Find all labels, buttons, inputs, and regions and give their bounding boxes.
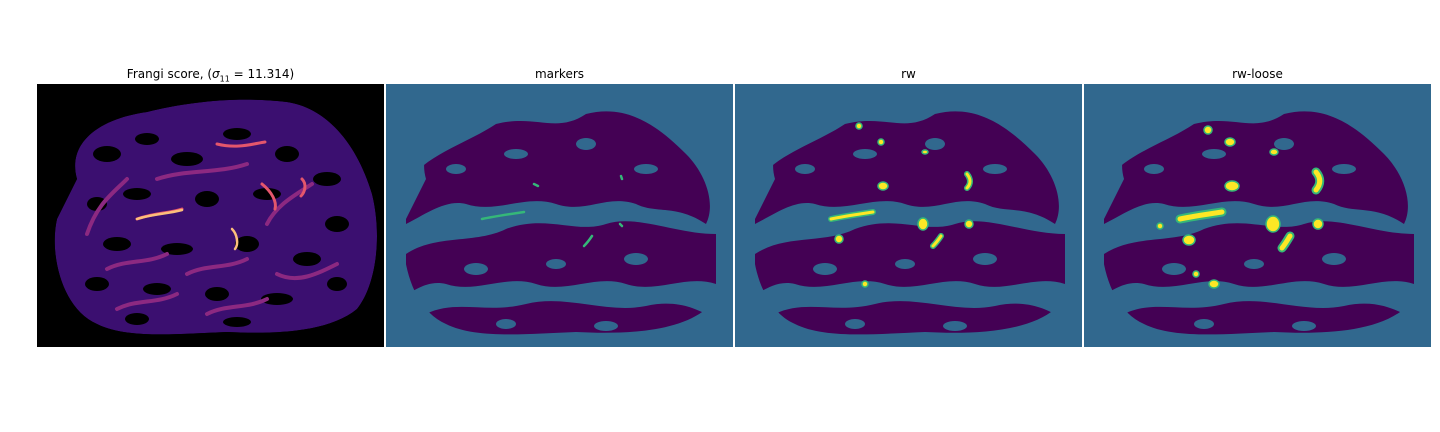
rw-canvas [735,84,1082,347]
rw-loose-image [1084,84,1431,347]
markers-image [386,84,733,347]
tissue-label-regions [755,111,1065,335]
vessel-segments [828,122,974,288]
rw-loose-canvas [1084,84,1431,347]
frangi-texture [54,99,377,335]
tissue-label-regions [1104,111,1414,335]
markers-canvas [386,84,733,347]
frangi-score-canvas [37,84,384,347]
vessel-markers [480,174,624,248]
rw-image [735,84,1082,347]
rw-loose-title: rw-loose [1232,67,1283,81]
frangi-score-title: Frangi score, (σ11 = 11.314) [126,67,295,84]
frangi-score-image [37,84,384,347]
rw-title: rw [901,67,916,81]
markers-title: markers [534,67,585,81]
vessel-segments-loose [1156,125,1325,289]
